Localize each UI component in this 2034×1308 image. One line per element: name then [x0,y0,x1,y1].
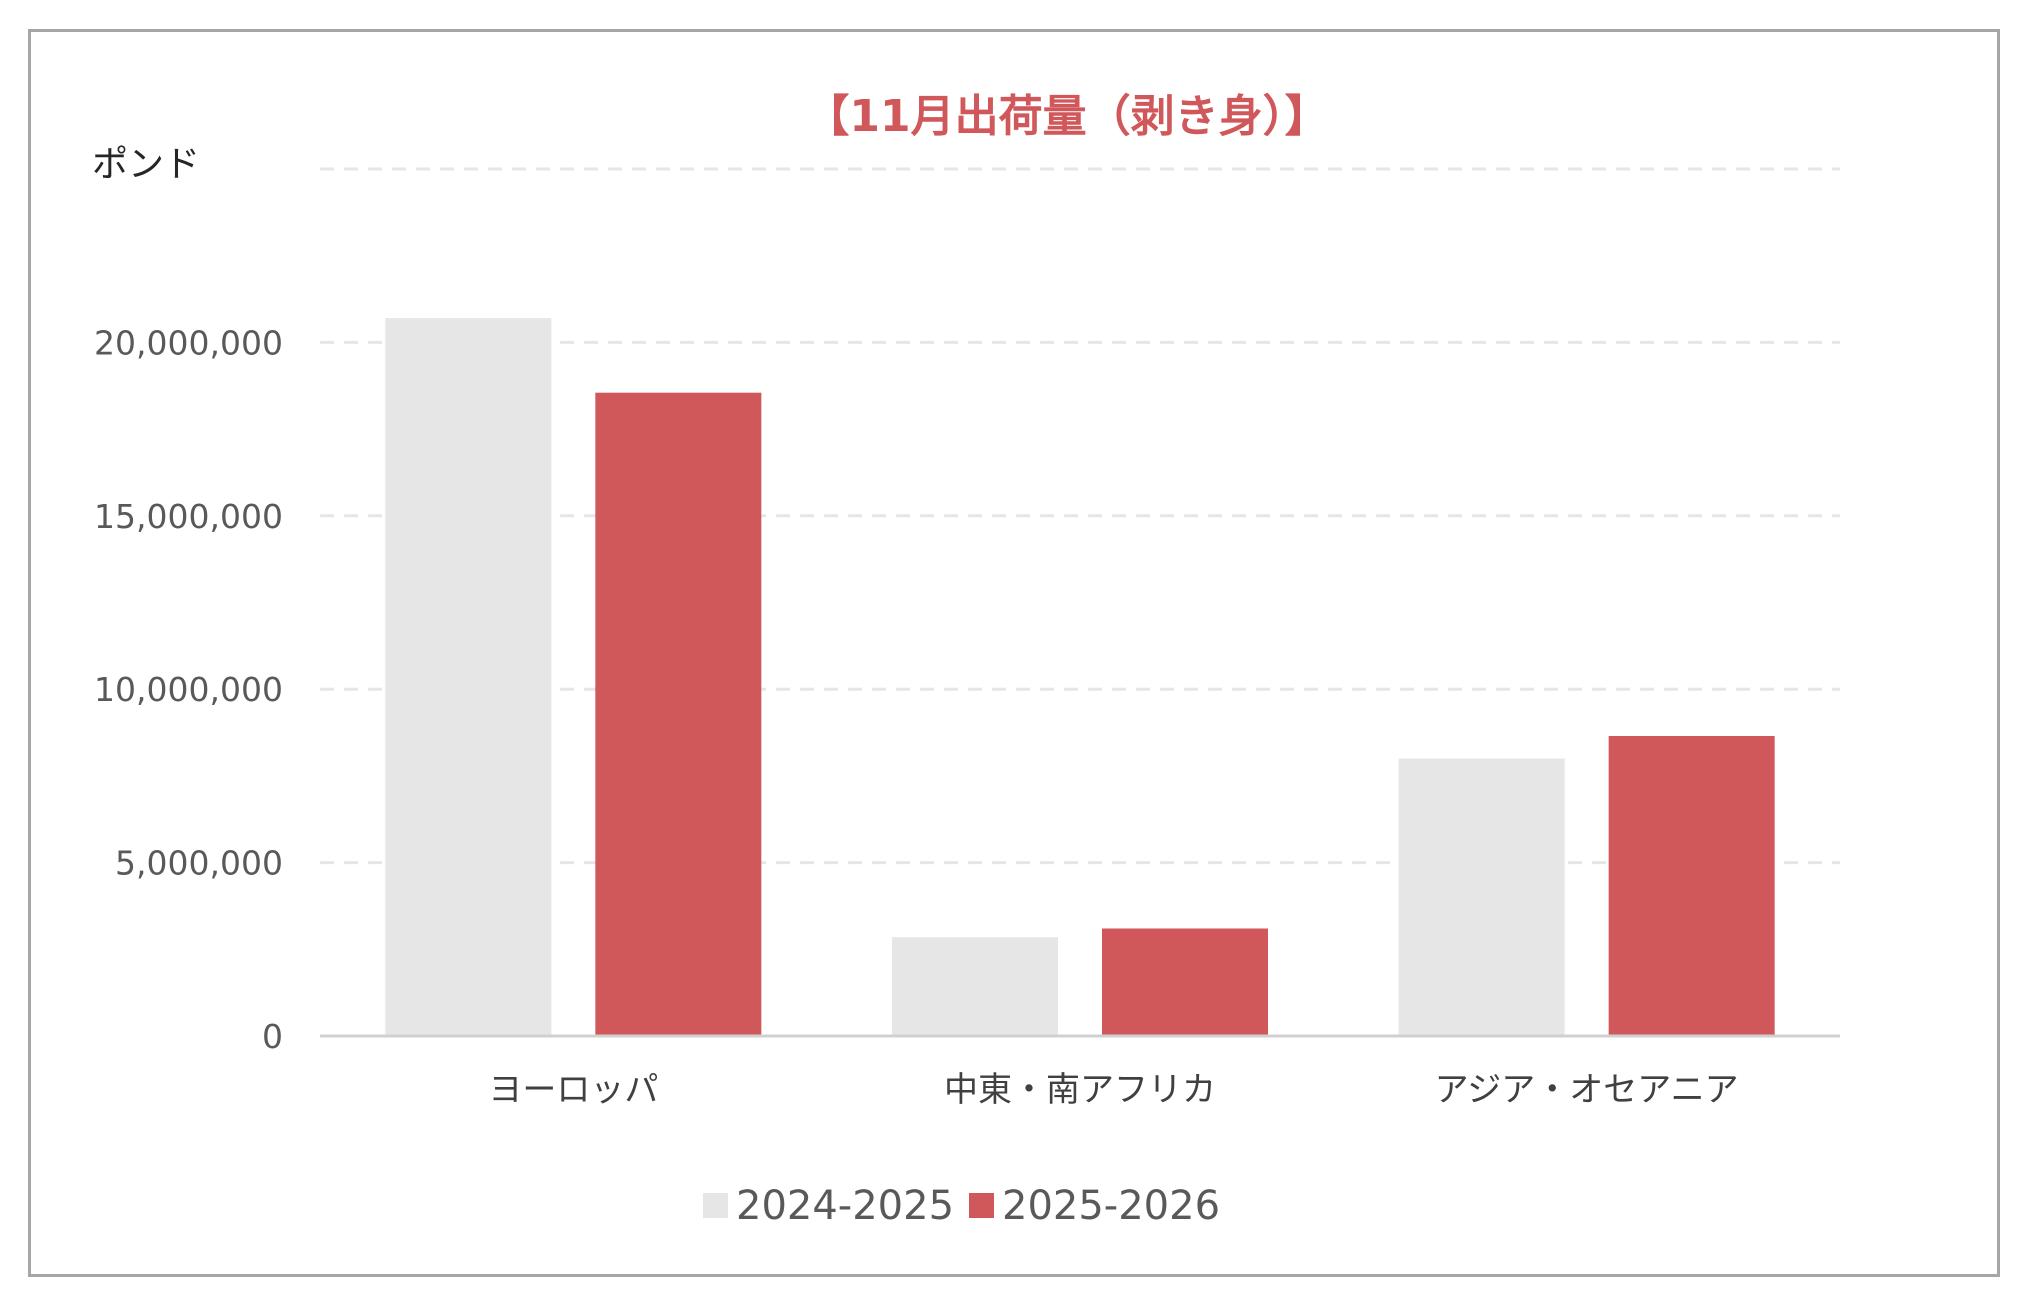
legend-swatch [969,1193,994,1218]
bar-1-2 [892,937,1058,1036]
x-category-label: ヨーロッパ [488,1070,658,1110]
x-axis-categories: ヨーロッパ 中東・南アフリカ アジア・オセアニア [488,1070,1738,1110]
legend-swatch [703,1193,728,1218]
y-tick-label: 0 [262,1017,283,1056]
legend: 2024-2025 2025-2026 [703,1183,1220,1229]
gridlines [320,167,1840,865]
legend-label: 2024-2025 [736,1183,954,1229]
chart-title: 【11月出荷量（剥き身）】 [805,91,1328,142]
y-tick-label: 10,000,000 [94,670,283,709]
y-tick-label: 5,000,000 [115,844,283,883]
y-axis-unit-label: ポンド [92,144,200,185]
bar-1-3 [1398,758,1565,1036]
bar-2-1 [595,392,762,1036]
x-category-label: アジア・オセアニア [1435,1070,1739,1110]
x-category-label: 中東・南アフリカ [944,1070,1216,1110]
chart-frame [28,29,2000,1277]
y-tick-label: 15,000,000 [94,497,283,536]
bars [385,318,1775,1036]
y-axis-ticks: 0 5,000,000 10,000,000 15,000,000 20,000,000 [94,323,283,1056]
bar-1-1 [385,318,552,1036]
y-tick-label: 20,000,000 [94,323,283,362]
bar-2-3 [1608,736,1775,1036]
bar-2-2 [1102,928,1268,1036]
legend-label: 2025-2026 [1002,1183,1220,1229]
